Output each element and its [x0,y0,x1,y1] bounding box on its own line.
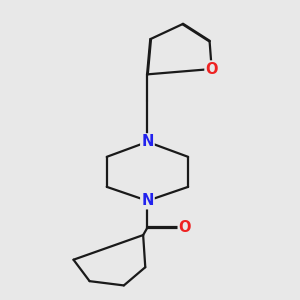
Text: O: O [206,61,218,76]
Text: O: O [179,220,191,235]
Text: N: N [141,134,154,149]
Text: N: N [141,193,154,208]
